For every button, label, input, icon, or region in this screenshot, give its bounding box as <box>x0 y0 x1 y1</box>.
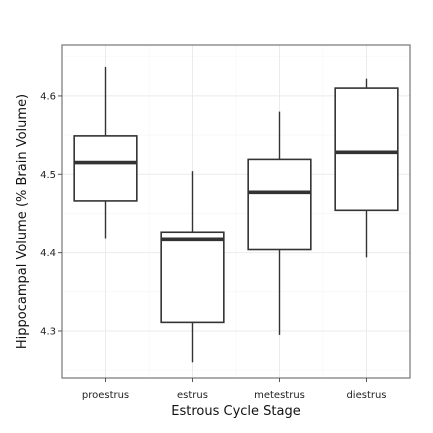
y-tick-label: 4.3 <box>40 326 56 337</box>
box-estrus <box>160 171 225 363</box>
interquartile-box <box>73 135 138 202</box>
plot-panel-border <box>61 44 411 379</box>
box-proestrus <box>73 66 138 239</box>
interquartile-box <box>334 87 399 212</box>
x-axis: proestrus estrus metestrus diestrus <box>82 378 387 401</box>
y-tick-label: 4.5 <box>40 170 56 181</box>
box-metestrus <box>247 111 312 335</box>
x-tick-label: proestrus <box>82 390 129 401</box>
y-axis: 4.3 4.4 4.5 4.6 <box>40 91 62 337</box>
interquartile-box <box>247 158 312 251</box>
x-axis-title: Estrous Cycle Stage <box>171 404 300 419</box>
y-tick-label: 4.4 <box>40 248 56 259</box>
y-tick-label: 4.6 <box>40 91 56 102</box>
interquartile-box <box>160 231 225 324</box>
x-tick-label: estrus <box>177 390 208 401</box>
x-tick-label: metestrus <box>254 390 305 401</box>
box-series <box>73 66 399 363</box>
y-axis-title: Hippocampal Volume (% Brain Volume) <box>15 94 30 349</box>
x-tick-label: diestrus <box>346 390 386 401</box>
box-diestrus <box>334 78 399 258</box>
